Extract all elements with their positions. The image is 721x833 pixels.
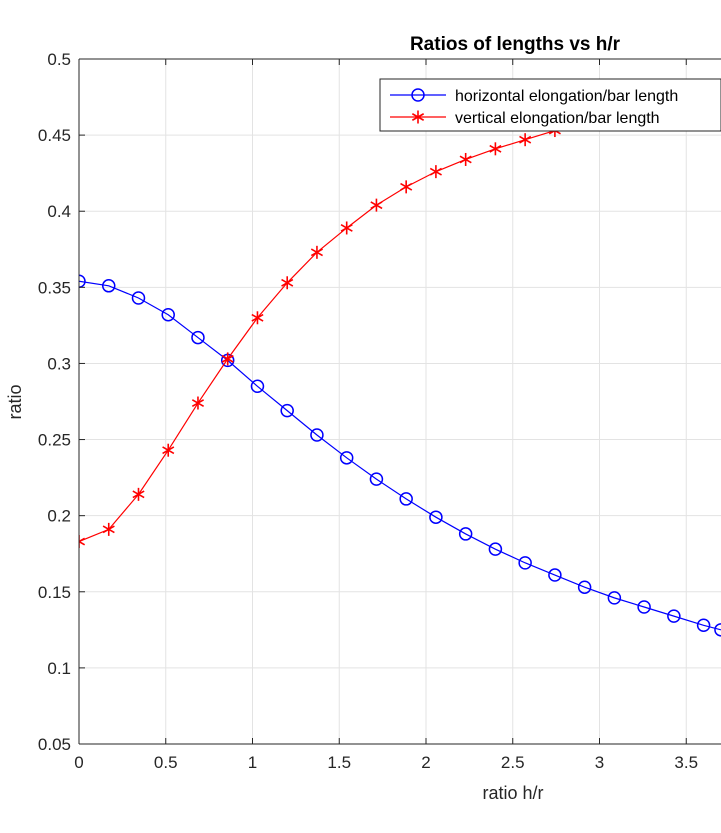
data-point-circle (518, 556, 532, 570)
data-point-circle (548, 568, 562, 582)
x-tick-label: 0 (74, 753, 83, 772)
data-point-asterisk (459, 152, 472, 166)
data-point-asterisk (191, 396, 205, 410)
y-tick-label: 0.05 (38, 735, 71, 754)
grid (79, 59, 721, 744)
data-point-circle (399, 492, 413, 506)
x-tick-label: 2.5 (501, 753, 525, 772)
legend-label: horizontal elongation/bar length (455, 88, 678, 105)
data-point-circle (429, 510, 443, 524)
data-point-circle (280, 403, 294, 418)
legend-entry: horizontal elongation/bar length (390, 88, 678, 105)
tick-labels: 0 0.5 1 1.5 2 2.5 3 3.5 0.05 0.1 0.15 0.2 0.25 0.3 0.3… (38, 50, 698, 772)
data-point-asterisk (132, 487, 145, 501)
y-tick-label: 0.35 (38, 278, 71, 297)
data-point-circle (79, 274, 86, 288)
x-tick-label: 2 (421, 753, 430, 772)
series-1 (79, 274, 721, 637)
y-tick-label: 0.4 (47, 202, 71, 221)
plot-area (79, 59, 721, 744)
data-point-circle (161, 307, 175, 322)
series-line (79, 280, 721, 631)
data-point-asterisk (102, 522, 115, 536)
legend: horizontal elongation/bar length vertical… (379, 78, 721, 132)
data-point-circle (577, 580, 592, 594)
data-point-circle (637, 600, 651, 614)
data-point-circle (411, 88, 425, 102)
data-point-asterisk (370, 198, 383, 212)
y-tick-label: 0.5 (47, 50, 71, 69)
data-point-asterisk (489, 142, 502, 156)
data-point-asterisk (519, 133, 532, 147)
x-tick-label: 1 (248, 753, 257, 772)
y-tick-label: 0.3 (47, 354, 71, 373)
data-point-asterisk (310, 245, 323, 259)
data-point-circle (607, 591, 622, 605)
chart-title: Ratios of lengths vs h/r (410, 34, 621, 55)
legend-box (379, 78, 721, 132)
data-point-circle (488, 542, 503, 556)
y-tick-label: 0.1 (47, 659, 71, 678)
data-point-circle (696, 618, 711, 633)
data-point-circle (191, 330, 205, 345)
y-axis-label: ratio (5, 384, 25, 419)
data-point-asterisk (162, 443, 175, 457)
data-point-asterisk (79, 535, 86, 549)
y-tick-label: 0.2 (47, 507, 71, 526)
data-point-circle (458, 527, 473, 541)
data-point-asterisk (251, 311, 264, 325)
x-tick-label: 1.5 (327, 753, 351, 772)
x-tick-label: 3.5 (674, 753, 698, 772)
data-point-asterisk (400, 180, 413, 194)
y-tick-label: 0.45 (38, 126, 71, 145)
x-tick-label: 3 (595, 753, 604, 772)
data-point-circle (310, 428, 324, 442)
data-point-asterisk (281, 276, 294, 290)
data-point-circle (339, 451, 354, 465)
x-tick-label: 0.5 (154, 753, 178, 772)
axes (78, 58, 721, 745)
data-point-circle (667, 609, 681, 623)
data-point-asterisk (221, 352, 234, 366)
data-point-circle (369, 472, 384, 486)
data-point-circle (131, 291, 146, 305)
data-point-asterisk (340, 221, 353, 235)
y-tick-label: 0.15 (38, 583, 71, 602)
data-point-circle (101, 279, 116, 293)
x-axis-label: ratio h/r (482, 783, 543, 803)
legend-entry: vertical elongation/bar length (390, 110, 660, 127)
legend-label: vertical elongation/bar length (455, 110, 660, 127)
y-tick-label: 0.25 (38, 431, 71, 450)
data-point-asterisk (429, 165, 442, 179)
data-point-circle (250, 379, 265, 394)
data-point-asterisk (411, 110, 425, 124)
